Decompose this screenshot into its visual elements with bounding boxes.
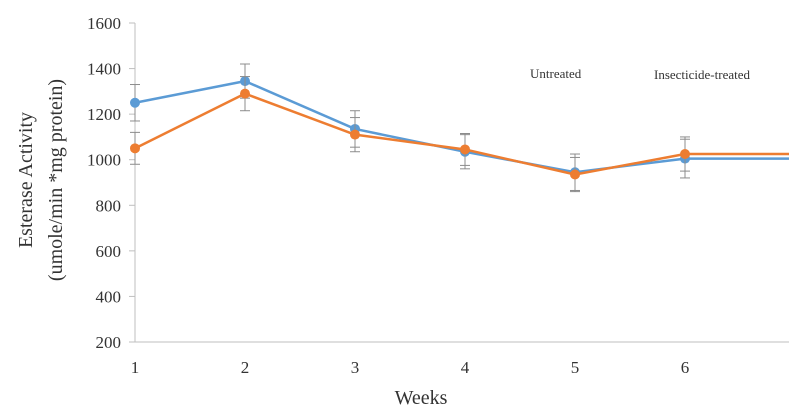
series-layer xyxy=(130,63,789,193)
data-point xyxy=(350,129,360,140)
data-point xyxy=(130,143,140,154)
series-label-insecticide-treated: Insecticide-treated xyxy=(654,67,750,82)
series-line xyxy=(134,79,789,174)
y-tick-label: 1200 xyxy=(87,105,121,124)
y-tick-label: 400 xyxy=(96,287,122,306)
y-tick-label: 1400 xyxy=(87,60,121,79)
series-line xyxy=(134,92,789,176)
y-tick-label: 1000 xyxy=(87,151,121,170)
x-tick-label: 6 xyxy=(681,358,690,377)
data-point xyxy=(460,144,470,155)
y-tick-label: 600 xyxy=(96,242,122,261)
x-tick-label: 2 xyxy=(241,358,250,377)
data-point xyxy=(680,149,690,160)
series-label-untreated: Untreated xyxy=(530,66,582,81)
x-tick-label: 5 xyxy=(571,358,580,377)
data-point xyxy=(240,88,250,99)
series-untreated xyxy=(130,63,789,191)
series-insecticide-treated xyxy=(130,76,789,193)
data-point xyxy=(570,169,580,180)
x-tick-label: 4 xyxy=(461,358,470,377)
y-axis-title: Esterase Activity (umole/min *mg protein… xyxy=(15,79,67,281)
x-axis-ticks: 1 2 3 4 5 6 xyxy=(131,358,690,377)
y-axis-title-line-1: Esterase Activity xyxy=(15,112,37,248)
y-axis-title-line-2: (umole/min *mg protein) xyxy=(45,79,67,281)
x-tick-label: 1 xyxy=(131,358,140,377)
data-point xyxy=(130,97,140,108)
y-tick-label: 1600 xyxy=(87,14,121,33)
y-tick-label: 800 xyxy=(96,196,122,215)
x-axis-title: Weeks xyxy=(395,387,448,409)
y-tick-label: 200 xyxy=(96,333,122,352)
x-tick-label: 3 xyxy=(351,358,360,377)
y-axis-ticks: 200 400 600 800 1000 1200 1400 1600 xyxy=(87,14,135,352)
